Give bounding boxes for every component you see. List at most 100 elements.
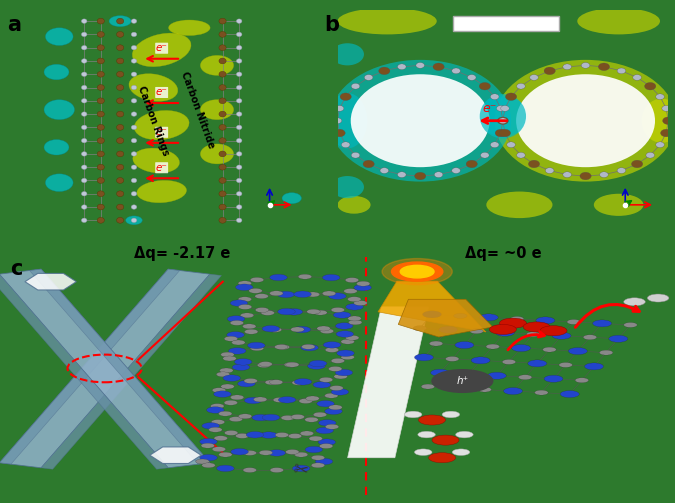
Circle shape [543, 347, 556, 352]
Circle shape [344, 289, 357, 294]
Circle shape [544, 67, 556, 74]
Circle shape [320, 328, 333, 333]
Circle shape [552, 332, 571, 339]
Circle shape [478, 387, 491, 392]
Circle shape [82, 72, 87, 76]
Circle shape [325, 424, 339, 429]
Circle shape [262, 414, 279, 421]
Circle shape [348, 320, 362, 325]
Circle shape [236, 72, 242, 76]
Circle shape [418, 431, 435, 438]
Circle shape [346, 336, 359, 341]
Circle shape [462, 372, 475, 377]
Ellipse shape [200, 100, 234, 120]
Ellipse shape [44, 139, 69, 155]
Circle shape [433, 63, 444, 70]
Circle shape [319, 444, 333, 449]
Circle shape [452, 68, 460, 74]
Circle shape [568, 348, 587, 355]
Circle shape [497, 106, 505, 111]
Circle shape [354, 300, 367, 305]
Circle shape [337, 350, 354, 357]
Circle shape [131, 152, 137, 156]
Circle shape [97, 98, 105, 104]
Circle shape [413, 326, 427, 331]
Circle shape [236, 218, 242, 222]
Circle shape [487, 372, 506, 379]
Circle shape [275, 433, 289, 438]
Text: a: a [7, 15, 21, 35]
Circle shape [348, 297, 361, 302]
Circle shape [442, 411, 460, 417]
Circle shape [294, 291, 311, 297]
Circle shape [252, 414, 269, 421]
Circle shape [201, 443, 215, 448]
Circle shape [529, 160, 539, 167]
Circle shape [323, 274, 340, 281]
Circle shape [544, 375, 563, 382]
Circle shape [117, 18, 124, 24]
Circle shape [82, 32, 87, 37]
Circle shape [219, 124, 226, 130]
Circle shape [500, 129, 510, 137]
Circle shape [227, 316, 245, 322]
Circle shape [334, 374, 348, 379]
Circle shape [219, 411, 232, 416]
Circle shape [432, 370, 493, 392]
Circle shape [432, 435, 459, 445]
Circle shape [230, 320, 244, 325]
Circle shape [230, 395, 244, 400]
Circle shape [238, 380, 255, 387]
Circle shape [313, 381, 331, 388]
Circle shape [131, 99, 137, 103]
Circle shape [466, 160, 477, 167]
Circle shape [497, 117, 508, 124]
Circle shape [236, 112, 242, 116]
Circle shape [236, 59, 242, 63]
Ellipse shape [109, 16, 131, 27]
Circle shape [516, 152, 525, 158]
Circle shape [286, 362, 299, 367]
Ellipse shape [486, 192, 552, 218]
Polygon shape [30, 269, 210, 464]
Circle shape [131, 112, 137, 116]
Circle shape [117, 151, 124, 157]
Circle shape [82, 125, 87, 130]
Ellipse shape [577, 8, 660, 34]
Ellipse shape [351, 74, 489, 167]
Circle shape [219, 32, 226, 37]
Circle shape [563, 64, 572, 69]
Circle shape [481, 152, 489, 158]
Circle shape [236, 192, 242, 196]
Circle shape [131, 205, 137, 209]
Circle shape [309, 436, 323, 441]
Circle shape [97, 138, 105, 143]
Circle shape [446, 356, 459, 362]
Circle shape [219, 111, 226, 117]
Circle shape [219, 204, 226, 210]
Ellipse shape [126, 216, 142, 225]
Circle shape [219, 45, 226, 51]
Circle shape [82, 138, 87, 143]
Circle shape [82, 19, 87, 23]
Circle shape [131, 86, 137, 90]
Ellipse shape [642, 99, 675, 143]
Circle shape [585, 363, 603, 370]
Text: Δq= -2.17 e: Δq= -2.17 e [134, 246, 230, 262]
Circle shape [82, 218, 87, 222]
Circle shape [219, 368, 233, 373]
Circle shape [341, 355, 354, 360]
Ellipse shape [516, 74, 655, 167]
Circle shape [262, 325, 279, 332]
Circle shape [232, 364, 250, 371]
Circle shape [504, 387, 522, 394]
Circle shape [276, 345, 290, 350]
Circle shape [334, 129, 345, 137]
Circle shape [646, 152, 655, 158]
Circle shape [236, 45, 242, 50]
Circle shape [325, 348, 339, 353]
Circle shape [131, 125, 137, 130]
Circle shape [400, 266, 434, 278]
Circle shape [526, 332, 540, 337]
Circle shape [131, 45, 137, 50]
